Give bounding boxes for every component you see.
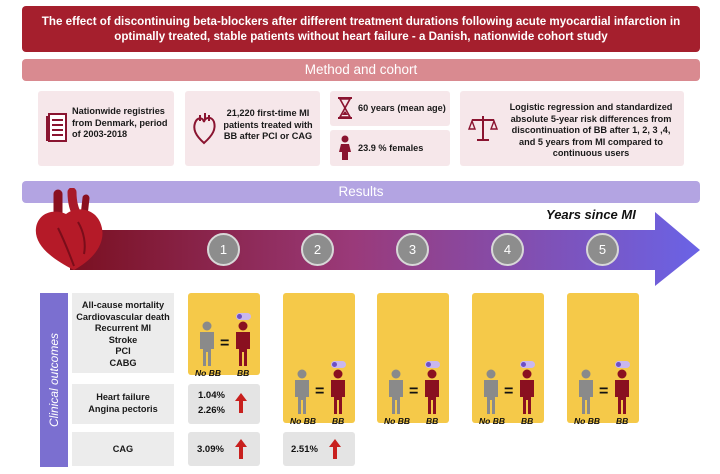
- patients-text: 21,220 first-time MI patients treated wi…: [223, 108, 313, 141]
- outcome-cag: CAG: [112, 444, 134, 454]
- beta-blocker-toggle-icon: [615, 361, 630, 368]
- equals-sign: =: [504, 383, 514, 400]
- year-1-cag-value: 3.09%: [197, 444, 224, 455]
- bb-label: BB: [426, 416, 439, 426]
- timeline-label: Years since MI: [546, 207, 636, 222]
- year-2-cag-value: 2.51%: [291, 444, 318, 455]
- no-bb-label: No BB: [290, 416, 316, 426]
- beta-blocker-toggle-icon: [520, 361, 535, 368]
- outcome-angina-pectoris: Angina pectoris: [88, 403, 158, 414]
- year-1-cag-box: [188, 432, 260, 466]
- bb-person-icon: [518, 369, 536, 420]
- results-header: Results: [22, 181, 700, 203]
- bb-person-icon: [613, 369, 631, 420]
- outcome-group-3: CAG: [72, 432, 174, 466]
- registry-document-icon: [46, 113, 67, 142]
- year-3-outcome-panel: [377, 293, 449, 423]
- no-bb-label: No BB: [195, 368, 221, 378]
- clinical-outcomes-sidebar: [40, 293, 68, 467]
- anatomical-heart-icon: [35, 188, 103, 270]
- beta-blocker-toggle-icon: [331, 361, 346, 368]
- up-arrow-icon: [235, 393, 247, 413]
- females-card: 23.9 % females: [330, 130, 450, 166]
- up-arrow-icon: [329, 439, 341, 459]
- no-bb-label: No BB: [384, 416, 410, 426]
- bb-person-icon: [423, 369, 441, 420]
- bb-label: BB: [332, 416, 345, 426]
- no-bb-person-icon: [577, 369, 595, 420]
- outcome-group-2: Heart failure Angina pectoris: [72, 384, 174, 424]
- year-5-marker: 5: [586, 233, 619, 266]
- bb-label: BB: [616, 416, 629, 426]
- equals-sign: =: [315, 383, 325, 400]
- outcome-all-cause-mortality: All-cause mortality: [81, 300, 165, 310]
- no-bb-person-icon: [387, 369, 405, 420]
- up-arrow-icon: [235, 439, 247, 459]
- year-2-outcome-panel: [283, 293, 355, 423]
- equals-sign: =: [220, 335, 230, 352]
- outcome-heart-failure: Heart failure: [96, 392, 150, 402]
- study-title: The effect of discontinuing beta-blocker…: [22, 6, 700, 52]
- analysis-text: Logistic regression and standardized abs…: [509, 102, 673, 158]
- age-text: 60 years (mean age): [358, 103, 446, 113]
- registries-card: Nationwide registries from Denmark, peri…: [38, 91, 174, 166]
- year-3-marker: 3: [396, 233, 429, 266]
- beta-blocker-toggle-icon: [236, 313, 251, 320]
- bb-label: BB: [237, 368, 250, 378]
- year-2-cag-box: [283, 432, 355, 466]
- equals-sign: =: [409, 383, 419, 400]
- analysis-card: Logistic regression and standardized abs…: [460, 91, 684, 166]
- bb-label: BB: [521, 416, 534, 426]
- heart-icon: [193, 113, 216, 145]
- hourglass-icon: [338, 97, 352, 119]
- year-1-angina-value: 2.26%: [198, 405, 225, 416]
- method-header: Method and cohort: [22, 59, 700, 81]
- outcome-cabg: CABG: [109, 357, 137, 368]
- outcome-group-1: All-cause mortality Cardiovascular death…: [72, 293, 174, 373]
- equals-sign: =: [599, 383, 609, 400]
- outcome-cardiovascular-death: Cardiovascular death: [76, 311, 170, 322]
- no-bb-person-icon: [293, 369, 311, 420]
- clinical-outcomes-label: Clinical outcomes: [47, 332, 61, 428]
- outcome-pci: PCI: [115, 346, 131, 357]
- year-4-marker: 4: [491, 233, 524, 266]
- patients-card: 21,220 first-time MI patients treated wi…: [185, 91, 320, 166]
- no-bb-label: No BB: [574, 416, 600, 426]
- age-card: 60 years (mean age): [330, 91, 450, 126]
- bb-person-icon: [234, 321, 252, 372]
- outcome-stroke: Stroke: [108, 334, 138, 345]
- year-2-marker: 2: [301, 233, 334, 266]
- females-text: 23.9 % females: [358, 143, 424, 153]
- year-4-outcome-panel: [472, 293, 544, 423]
- scale-icon: [468, 116, 498, 141]
- registries-text: Nationwide registries from Denmark, peri…: [72, 106, 168, 139]
- timeline-arrow: [70, 212, 700, 286]
- year-1-marker: 1: [207, 233, 240, 266]
- outcome-recurrent-mi: Recurrent MI: [94, 323, 152, 334]
- bb-person-icon: [329, 369, 347, 420]
- no-bb-label: No BB: [479, 416, 505, 426]
- beta-blocker-toggle-icon: [425, 361, 440, 368]
- year-1-hf-ap-box: [188, 384, 260, 424]
- female-icon: [339, 135, 351, 160]
- no-bb-person-icon: [482, 369, 500, 420]
- year-1-heart-failure-value: 1.04%: [198, 390, 225, 401]
- no-bb-person-icon: [198, 321, 216, 372]
- year-5-outcome-panel: [567, 293, 639, 423]
